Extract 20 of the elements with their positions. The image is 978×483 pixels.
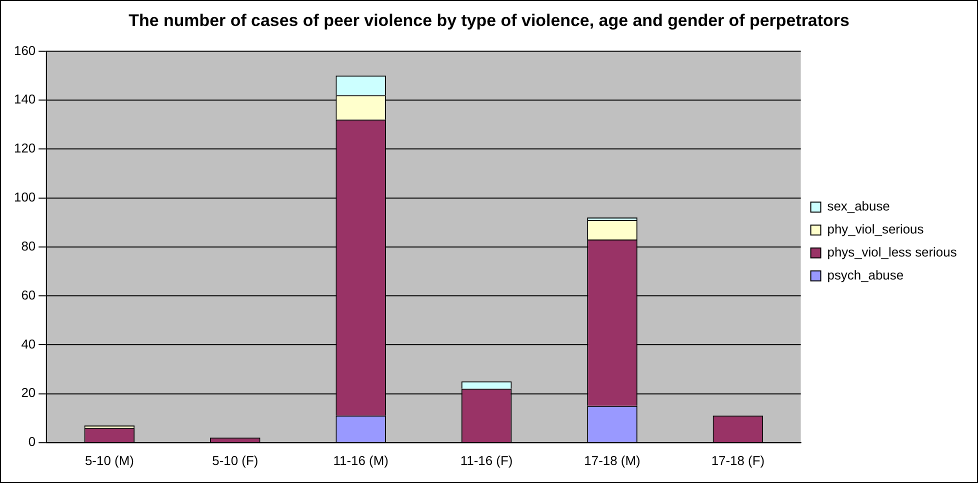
x-tick-label: 17-18 (M) [584,452,640,468]
y-tick-label: 140 [14,92,36,107]
y-tick-label: 160 [14,42,36,58]
y-tick-label: 80 [21,238,36,254]
legend-label: phy_viol_serious [827,222,924,237]
chart-title: The number of cases of peer violence by type of violence, age and gender of perpetrators [128,10,850,30]
x-tick-label: 17-18 (F) [711,452,765,468]
y-tick-label: 20 [21,385,36,400]
y-tick-label: 60 [21,287,36,302]
y-tick-label: 100 [14,190,36,205]
legend-label: psych_abuse [827,267,904,282]
x-tick-label: 5-10 (F) [212,452,258,468]
y-tick-label: 120 [14,140,36,156]
x-tick-label: 11-16 (F) [460,452,513,468]
legend-label: sex_abuse [827,198,890,214]
y-tick-label: 0 [28,434,36,450]
legend-label: phys_viol_less serious [827,244,957,260]
x-tick-label: 5-10 (M) [84,452,134,468]
y-tick-label: 40 [21,336,36,352]
x-tick-label: 11-16 (M) [333,452,388,468]
